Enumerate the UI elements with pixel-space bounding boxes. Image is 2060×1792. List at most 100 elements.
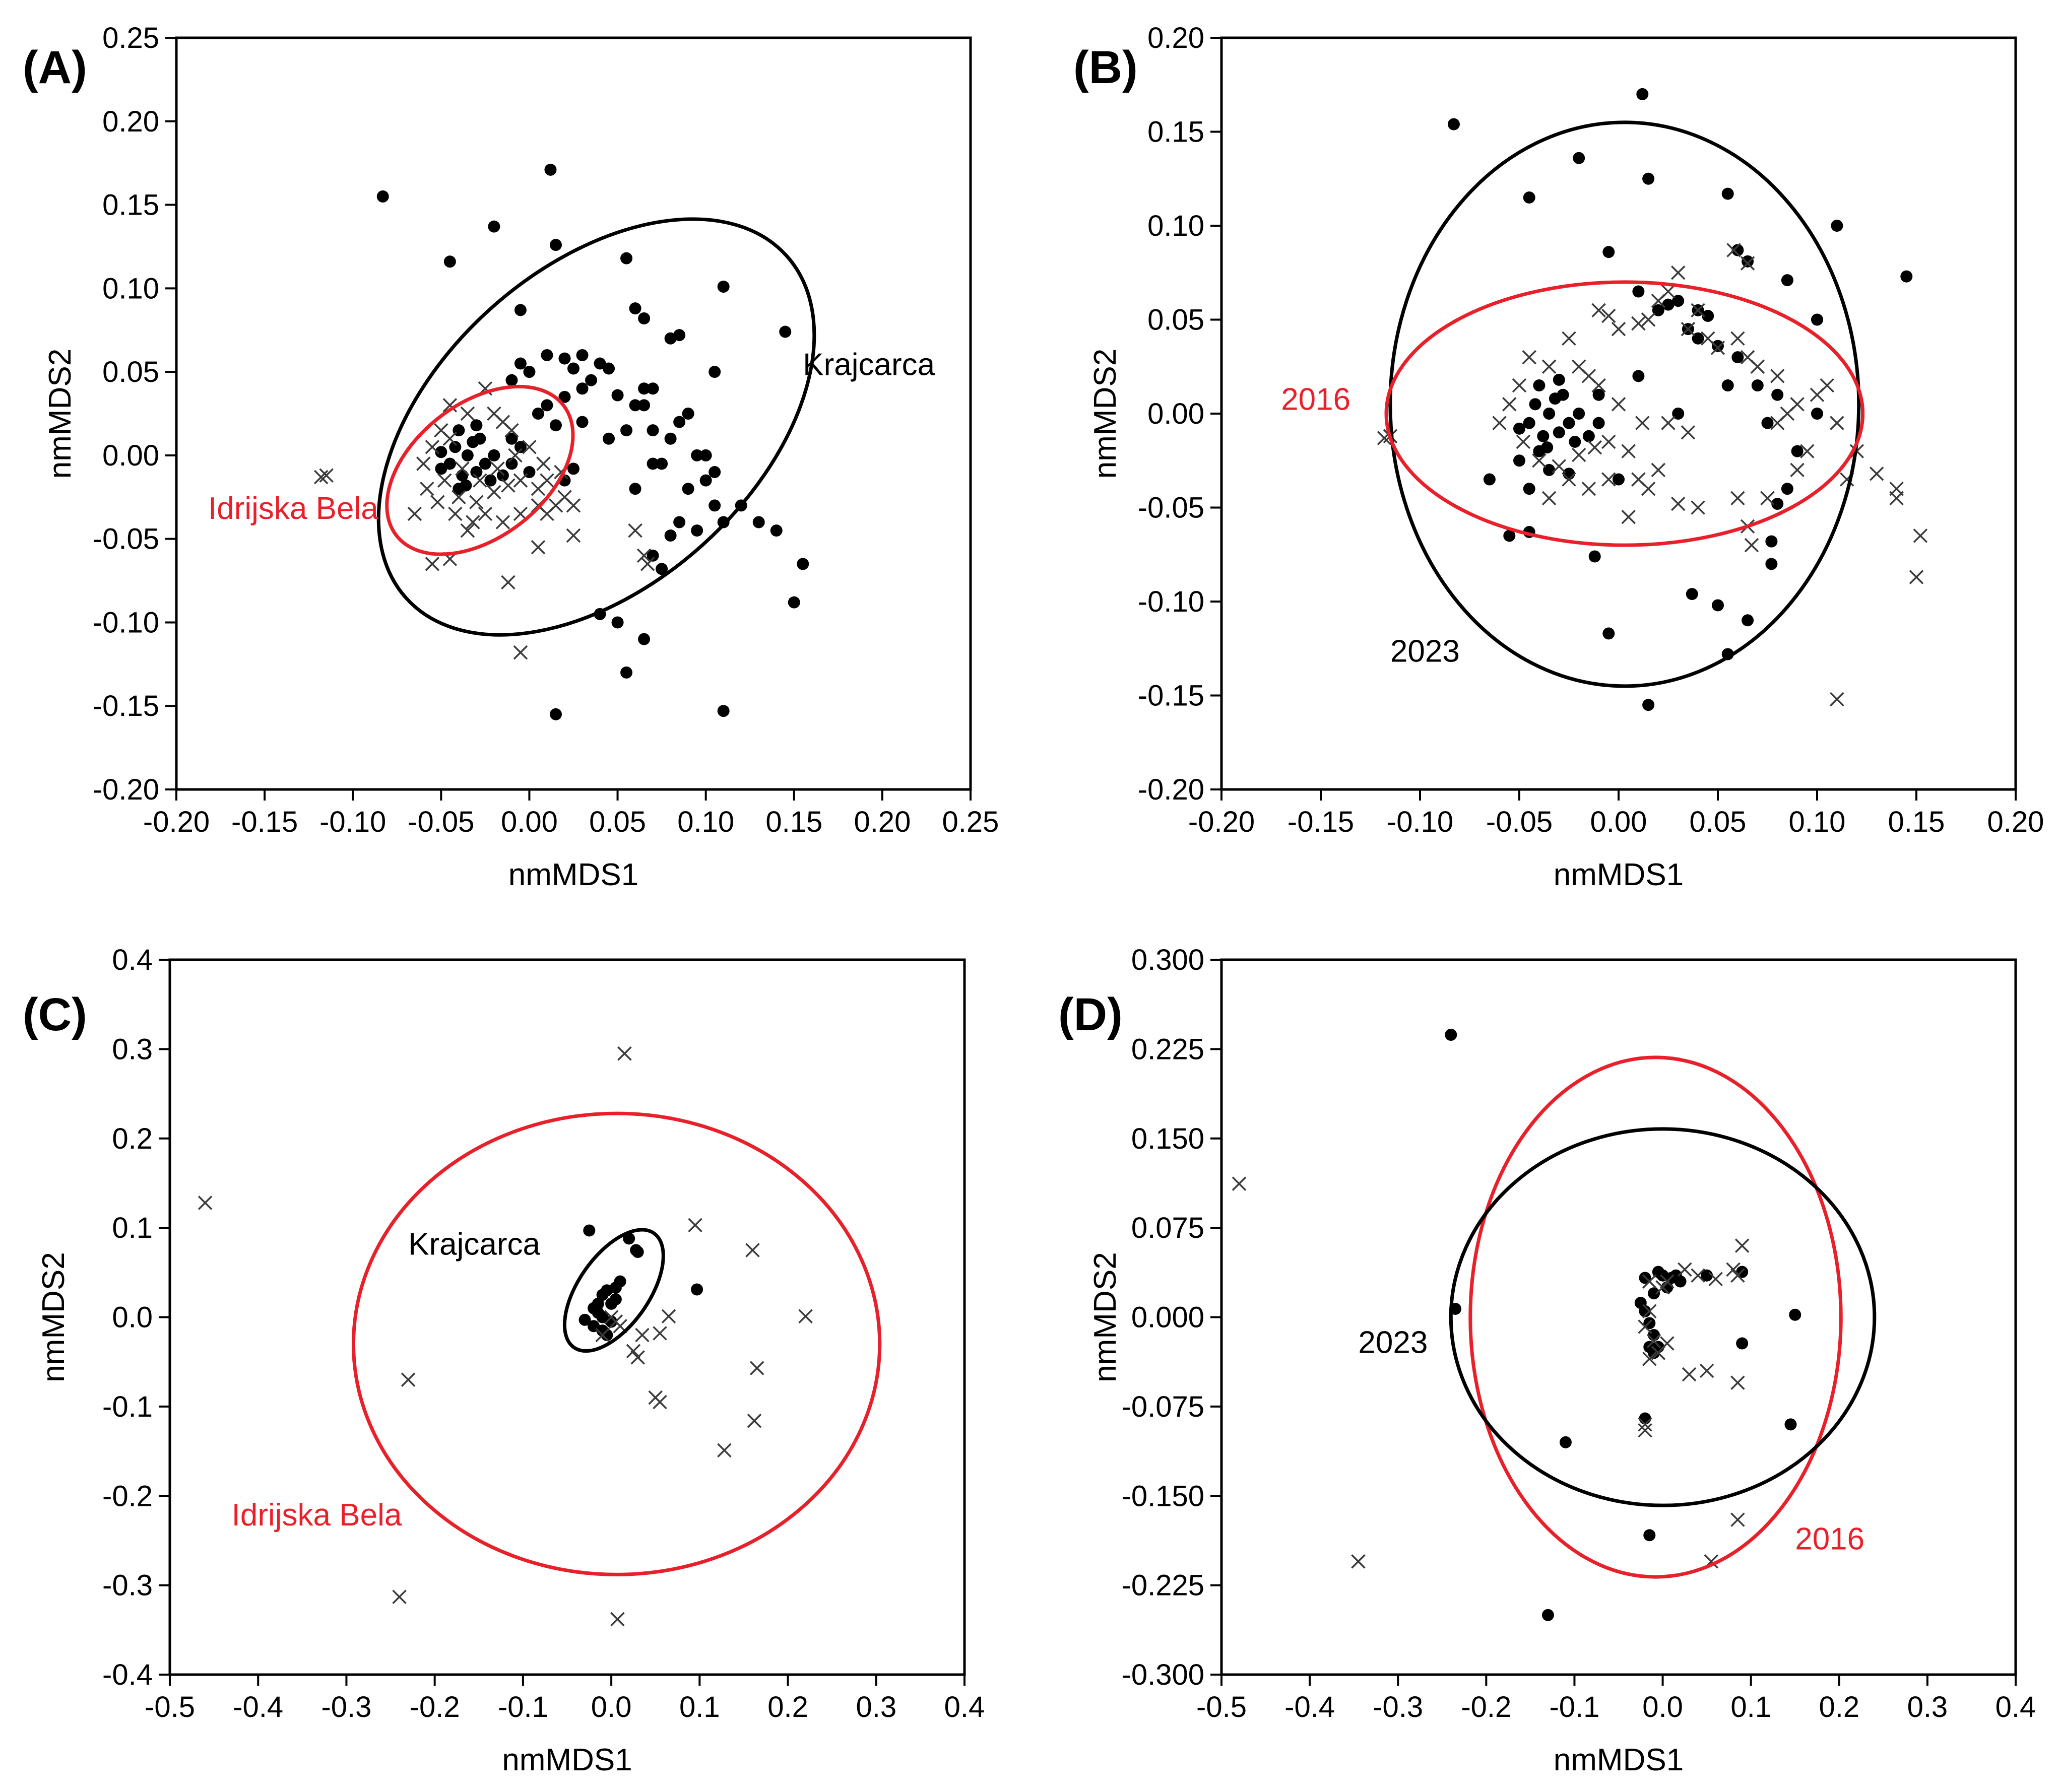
data-point-dot	[629, 399, 641, 412]
data-point-cross	[610, 1612, 625, 1627]
data-point-dot	[1662, 298, 1675, 311]
data-point-dot	[549, 708, 562, 720]
ellipse-krajcarca	[376, 217, 816, 637]
data-point-cross	[1541, 491, 1557, 506]
data-point-dot	[505, 432, 518, 445]
y-tick-label: 0.4	[112, 944, 153, 976]
data-point-dot	[488, 449, 500, 461]
data-point-cross	[452, 490, 466, 505]
y-tick-label: -0.225	[1122, 1569, 1204, 1602]
data-point-cross	[1691, 500, 1705, 515]
data-point-cross	[661, 1309, 676, 1323]
data-point-dot	[752, 516, 765, 528]
y-tick-label: 0.25	[102, 22, 159, 54]
series-dots	[1445, 1028, 1801, 1621]
data-point-cross	[595, 1328, 610, 1343]
data-point-dot	[1557, 388, 1569, 401]
panel-label: (A)	[23, 42, 87, 93]
data-point-cross	[1691, 303, 1705, 318]
data-point-dot	[620, 252, 633, 264]
data-point-cross	[1699, 1363, 1714, 1378]
y-tick-label: -0.15	[93, 690, 159, 722]
data-point-cross	[1631, 316, 1646, 331]
data-point-dot	[1771, 388, 1784, 401]
data-point-cross	[437, 473, 452, 488]
data-point-dot	[638, 382, 651, 395]
series-crosses	[313, 381, 655, 660]
data-point-cross	[798, 1309, 813, 1323]
data-point-dot	[647, 549, 659, 562]
y-tick-label: -0.2	[102, 1480, 153, 1512]
data-point-dot	[1765, 558, 1778, 570]
annotation-2023: 2023	[1390, 634, 1460, 669]
data-point-cross	[392, 1589, 407, 1604]
data-point-dot	[1736, 1337, 1749, 1350]
data-point-cross	[1532, 453, 1547, 468]
data-point-cross	[1562, 472, 1576, 487]
data-point-dot	[474, 432, 486, 445]
data-point-cross	[1655, 1280, 1670, 1295]
data-point-cross	[745, 1243, 760, 1257]
data-point-cross	[1780, 406, 1795, 421]
data-point-cross	[504, 423, 519, 438]
y-tick-label: 0.20	[102, 105, 159, 138]
annotation-krajcarca: Krajcarca	[803, 348, 935, 382]
data-point-dot	[1789, 1308, 1801, 1321]
data-point-cross	[1638, 1423, 1652, 1438]
data-point-cross	[1492, 416, 1507, 430]
data-point-dot	[691, 449, 703, 461]
data-point-dot	[664, 432, 677, 445]
data-point-dot	[647, 457, 659, 470]
panel-label: (D)	[1058, 989, 1123, 1040]
data-point-cross	[466, 515, 480, 529]
y-tick-label: -0.20	[1138, 773, 1204, 806]
data-point-dot	[479, 457, 491, 470]
x-tick-label: 0.1	[679, 1691, 720, 1723]
data-point-dot	[682, 483, 694, 495]
data-point-cross	[636, 548, 652, 563]
data-point-dot	[1639, 1305, 1651, 1317]
series-dots	[578, 1224, 703, 1341]
data-point-cross	[1800, 444, 1815, 458]
data-point-cross	[1601, 472, 1616, 487]
x-tick-label: 0.25	[942, 806, 999, 838]
data-point-cross	[1740, 350, 1755, 365]
data-point-dot	[1523, 417, 1535, 429]
x-tick-label: 0.20	[1987, 806, 2044, 838]
data-point-dot	[664, 332, 677, 345]
y-tick-label: -0.10	[1138, 585, 1204, 618]
data-point-cross	[1730, 1268, 1745, 1283]
data-point-dot	[673, 516, 686, 528]
data-point-cross	[522, 440, 537, 454]
data-point-dot	[1672, 295, 1685, 307]
data-point-cross	[513, 473, 528, 488]
data-point-dot	[505, 374, 518, 386]
data-point-dot	[443, 457, 456, 470]
data-point-dot	[1712, 340, 1724, 352]
data-point-cross	[1642, 1352, 1657, 1366]
x-tick-label: 0.4	[1995, 1691, 2036, 1723]
data-point-cross	[455, 461, 470, 476]
data-point-dot	[576, 382, 589, 395]
x-tick-label: -0.15	[1288, 806, 1354, 838]
data-point-cross	[1581, 481, 1596, 496]
x-tick-label: 0.3	[856, 1691, 896, 1723]
x-tick-label: 0.2	[1819, 1691, 1859, 1723]
data-point-dot	[523, 366, 536, 378]
data-point-cross	[1708, 1272, 1723, 1287]
data-point-cross	[1730, 331, 1745, 346]
data-point-dot	[1831, 220, 1843, 232]
data-point-cross	[1681, 321, 1696, 337]
x-tick-label: -0.5	[1196, 1691, 1247, 1723]
data-point-dot	[514, 357, 527, 370]
data-point-cross	[1621, 444, 1636, 458]
data-point-dot	[1721, 379, 1734, 392]
y-tick-label: -0.15	[1138, 680, 1204, 712]
data-point-cross	[1830, 692, 1844, 707]
data-point-dot	[484, 474, 497, 487]
y-tick-label: 0.15	[102, 189, 159, 222]
x-tick-label: 0.1	[1730, 1691, 1771, 1723]
data-point-dot	[699, 474, 712, 487]
data-point-cross	[478, 506, 493, 521]
data-point-cross	[1512, 378, 1527, 393]
